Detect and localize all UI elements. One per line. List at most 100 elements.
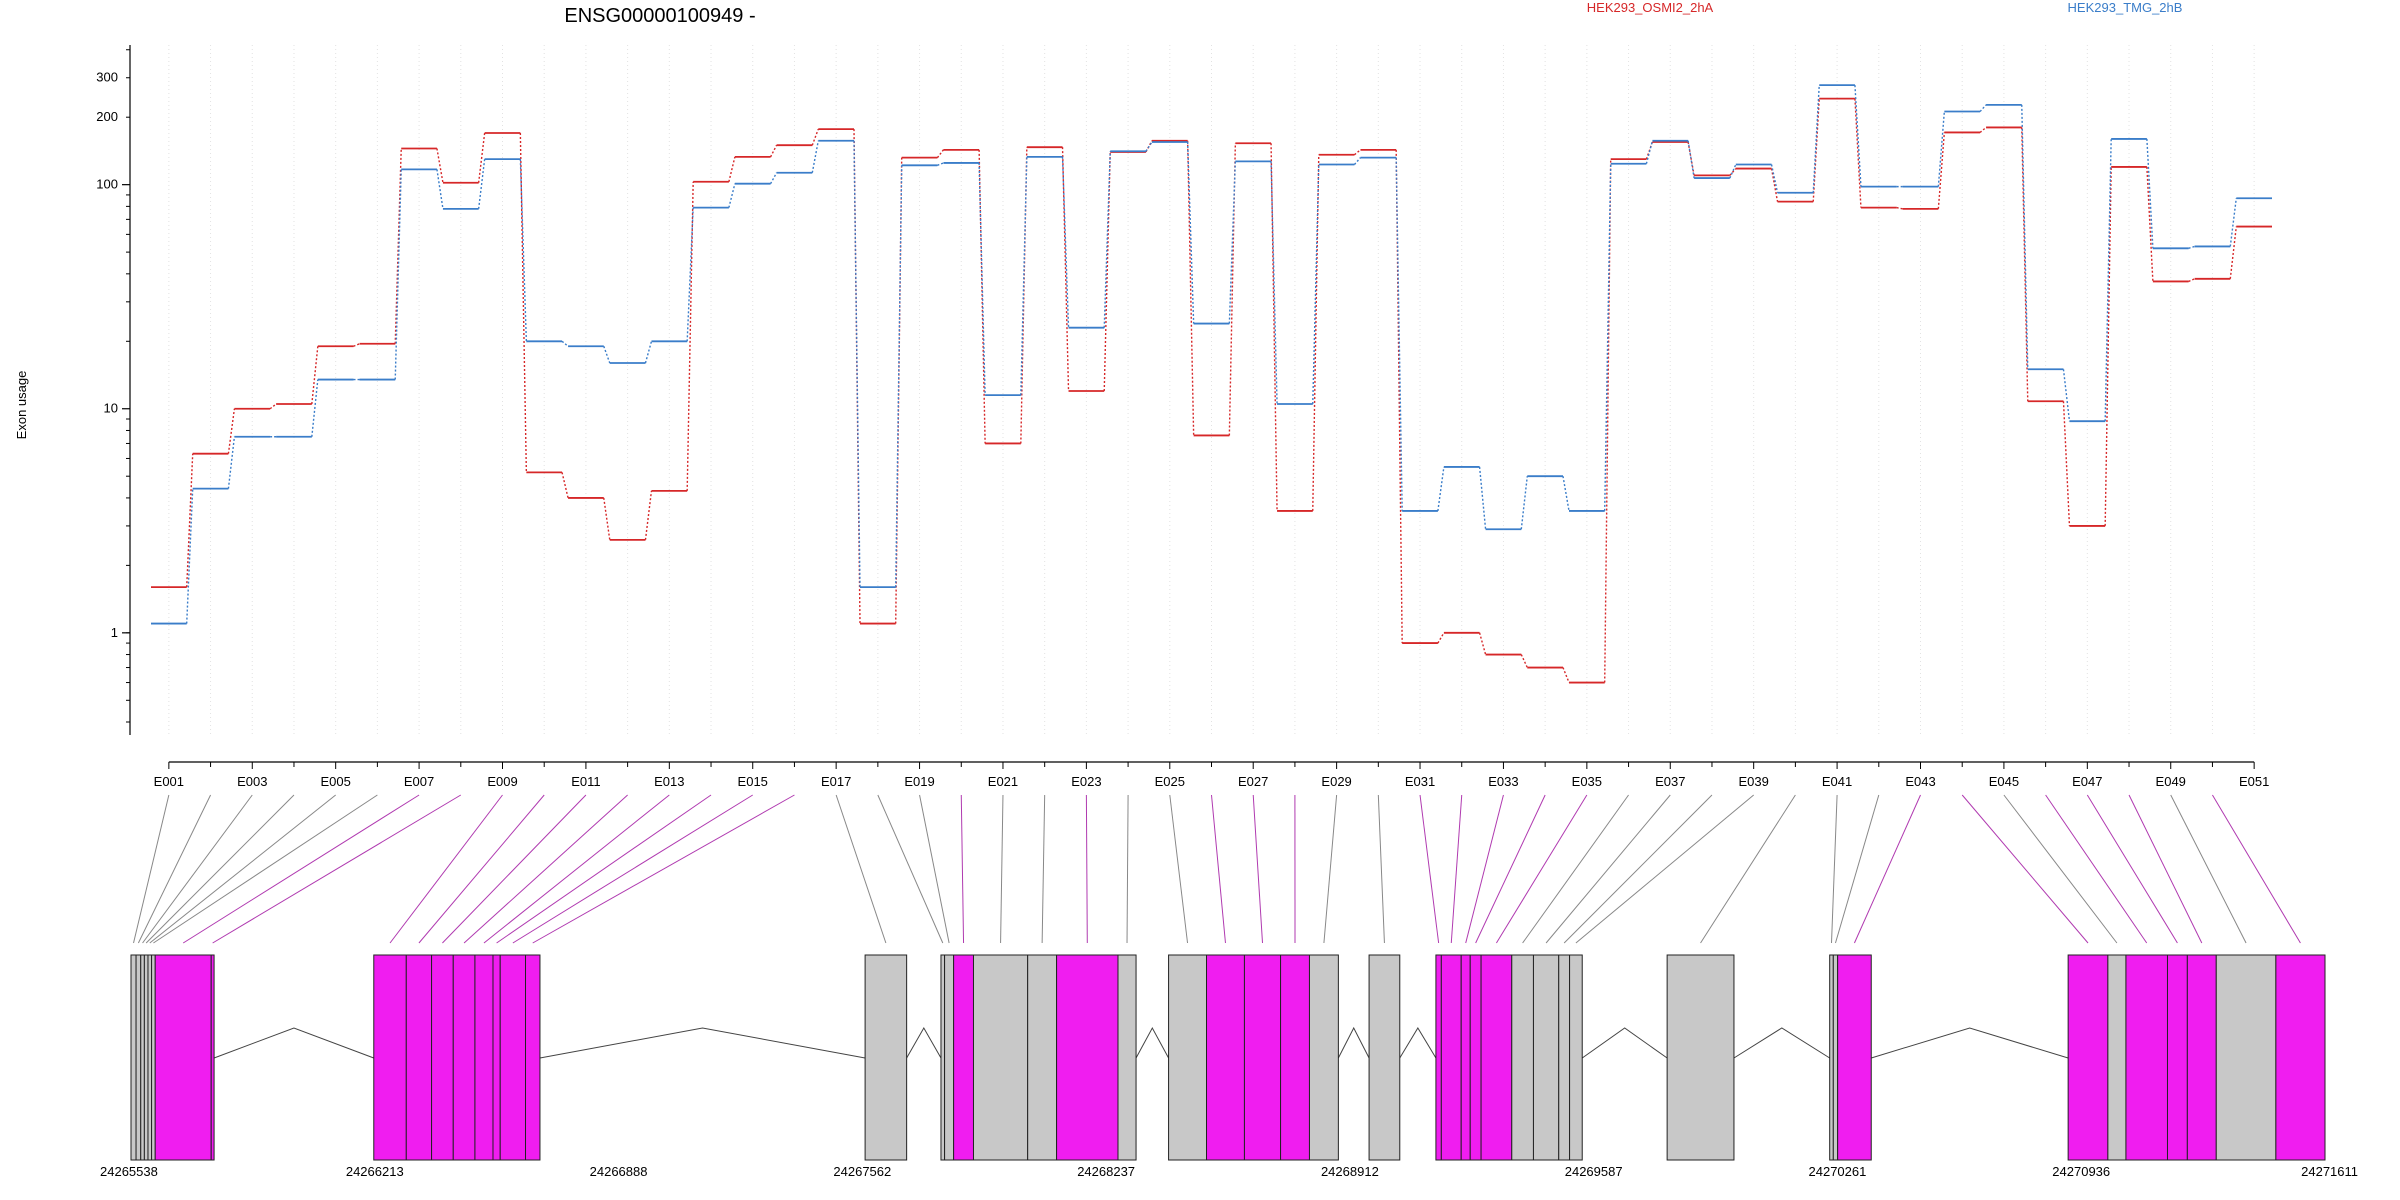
exon-box bbox=[1280, 954, 1310, 1161]
exon-connector bbox=[1323, 794, 1338, 944]
series-connector bbox=[2062, 369, 2071, 422]
series-connector bbox=[1354, 149, 1361, 156]
exon-connector bbox=[1475, 794, 1546, 944]
exon-box bbox=[1832, 954, 1839, 1161]
exon-box bbox=[2067, 954, 2109, 1161]
exon-connector bbox=[142, 794, 253, 944]
exon-connector bbox=[1575, 794, 1754, 944]
series-connector bbox=[227, 408, 236, 454]
series-connector bbox=[1020, 147, 1028, 444]
series-connector bbox=[2062, 401, 2071, 526]
x-tick-label: E015 bbox=[738, 774, 768, 789]
exon-box bbox=[1460, 954, 1471, 1161]
exon-connector bbox=[133, 794, 170, 944]
y-tick-label: 1 bbox=[111, 625, 118, 640]
series-connector bbox=[561, 340, 569, 347]
series-connector bbox=[1937, 111, 1946, 187]
intron-line bbox=[906, 1026, 942, 1059]
x-tick-label: E041 bbox=[1822, 774, 1852, 789]
series-connector bbox=[1937, 132, 1946, 209]
exon-connector bbox=[919, 794, 950, 944]
exon-connector bbox=[149, 794, 336, 944]
series-connector bbox=[1145, 141, 1153, 152]
exon-box bbox=[2166, 954, 2188, 1161]
series-connector bbox=[1103, 151, 1111, 328]
exon-box bbox=[953, 954, 974, 1161]
series-connector bbox=[436, 148, 444, 183]
series-connector bbox=[1896, 206, 1903, 210]
exon-connector bbox=[1495, 794, 1588, 944]
series-connector bbox=[1186, 140, 1195, 436]
series-connector bbox=[2146, 166, 2154, 282]
exon-connector bbox=[1126, 794, 1129, 944]
series-connector bbox=[561, 472, 569, 499]
x-tick-label: E001 bbox=[154, 774, 184, 789]
series-connector bbox=[1270, 143, 1278, 511]
exon-box bbox=[431, 954, 454, 1161]
series-connector bbox=[1437, 466, 1445, 512]
exon-box bbox=[405, 954, 433, 1161]
exon-connector bbox=[418, 794, 545, 944]
y-tick-label: 200 bbox=[96, 109, 118, 124]
genomic-coordinate-axis: 24265538 24266213 24266888 24267562 24268237… bbox=[100, 1164, 2358, 1179]
intron-line bbox=[1337, 1026, 1370, 1059]
exon-box bbox=[1308, 954, 1339, 1161]
exon-connector bbox=[835, 794, 887, 944]
series-connector bbox=[1520, 476, 1528, 530]
coordinate-label: 24266213 bbox=[346, 1164, 404, 1179]
series-connector bbox=[1478, 466, 1487, 530]
exon-box bbox=[130, 954, 137, 1161]
exon-box bbox=[2186, 954, 2217, 1161]
coordinate-label: 24266888 bbox=[590, 1164, 648, 1179]
series-connector bbox=[1270, 161, 1278, 405]
exon-box bbox=[1532, 954, 1560, 1161]
x-tick-label: E025 bbox=[1155, 774, 1185, 789]
exon-connector bbox=[2045, 794, 2148, 944]
exon-connector bbox=[1041, 794, 1046, 944]
series-connector bbox=[1687, 141, 1695, 176]
series-connector bbox=[2104, 138, 2112, 422]
x-tick-label: E021 bbox=[988, 774, 1018, 789]
exon-box bbox=[940, 954, 946, 1161]
x-tick-label: E049 bbox=[2156, 774, 2186, 789]
exon-box bbox=[1117, 954, 1137, 1161]
series-connector bbox=[2188, 245, 2195, 249]
series-connector bbox=[477, 132, 486, 183]
exon-box bbox=[1368, 954, 1401, 1161]
exon-box bbox=[1168, 954, 1208, 1161]
exon-connector bbox=[1465, 794, 1504, 944]
exon-box bbox=[1666, 954, 1735, 1161]
y-tick-label: 100 bbox=[96, 177, 118, 192]
coordinate-label: 24270261 bbox=[1809, 1164, 1867, 1179]
series-connector bbox=[937, 162, 944, 166]
exon-connector bbox=[1522, 794, 1629, 944]
y-tick-label: 10 bbox=[104, 401, 118, 416]
exon-connector bbox=[1563, 794, 1713, 944]
series-connector bbox=[1812, 85, 1820, 193]
series-connector bbox=[2229, 226, 2237, 279]
exon-connector bbox=[1252, 794, 1264, 944]
series-connector bbox=[1395, 157, 1403, 511]
series-connector bbox=[644, 490, 653, 540]
series-connector bbox=[1228, 161, 1237, 324]
exon-connector bbox=[137, 794, 212, 944]
series-connector bbox=[1061, 156, 1070, 328]
exon-box bbox=[1027, 954, 1058, 1161]
exon-box bbox=[499, 954, 527, 1161]
series-connector bbox=[769, 172, 778, 185]
series-2 bbox=[151, 84, 2272, 625]
series-connector bbox=[519, 133, 528, 473]
series-connector bbox=[1562, 667, 1570, 683]
x-tick-label: E013 bbox=[654, 774, 684, 789]
series-connector bbox=[1228, 143, 1237, 436]
series-connector bbox=[186, 488, 194, 624]
intron-line bbox=[1581, 1027, 1668, 1059]
series-connector bbox=[1061, 147, 1070, 392]
series-connector bbox=[1520, 654, 1528, 668]
exon-box bbox=[1511, 954, 1534, 1161]
intron-line bbox=[1871, 1027, 2069, 1059]
exon-box bbox=[2125, 954, 2168, 1161]
exon-connector bbox=[1377, 794, 1385, 944]
intron-line bbox=[539, 1027, 866, 1059]
exon-connector bbox=[442, 794, 587, 944]
